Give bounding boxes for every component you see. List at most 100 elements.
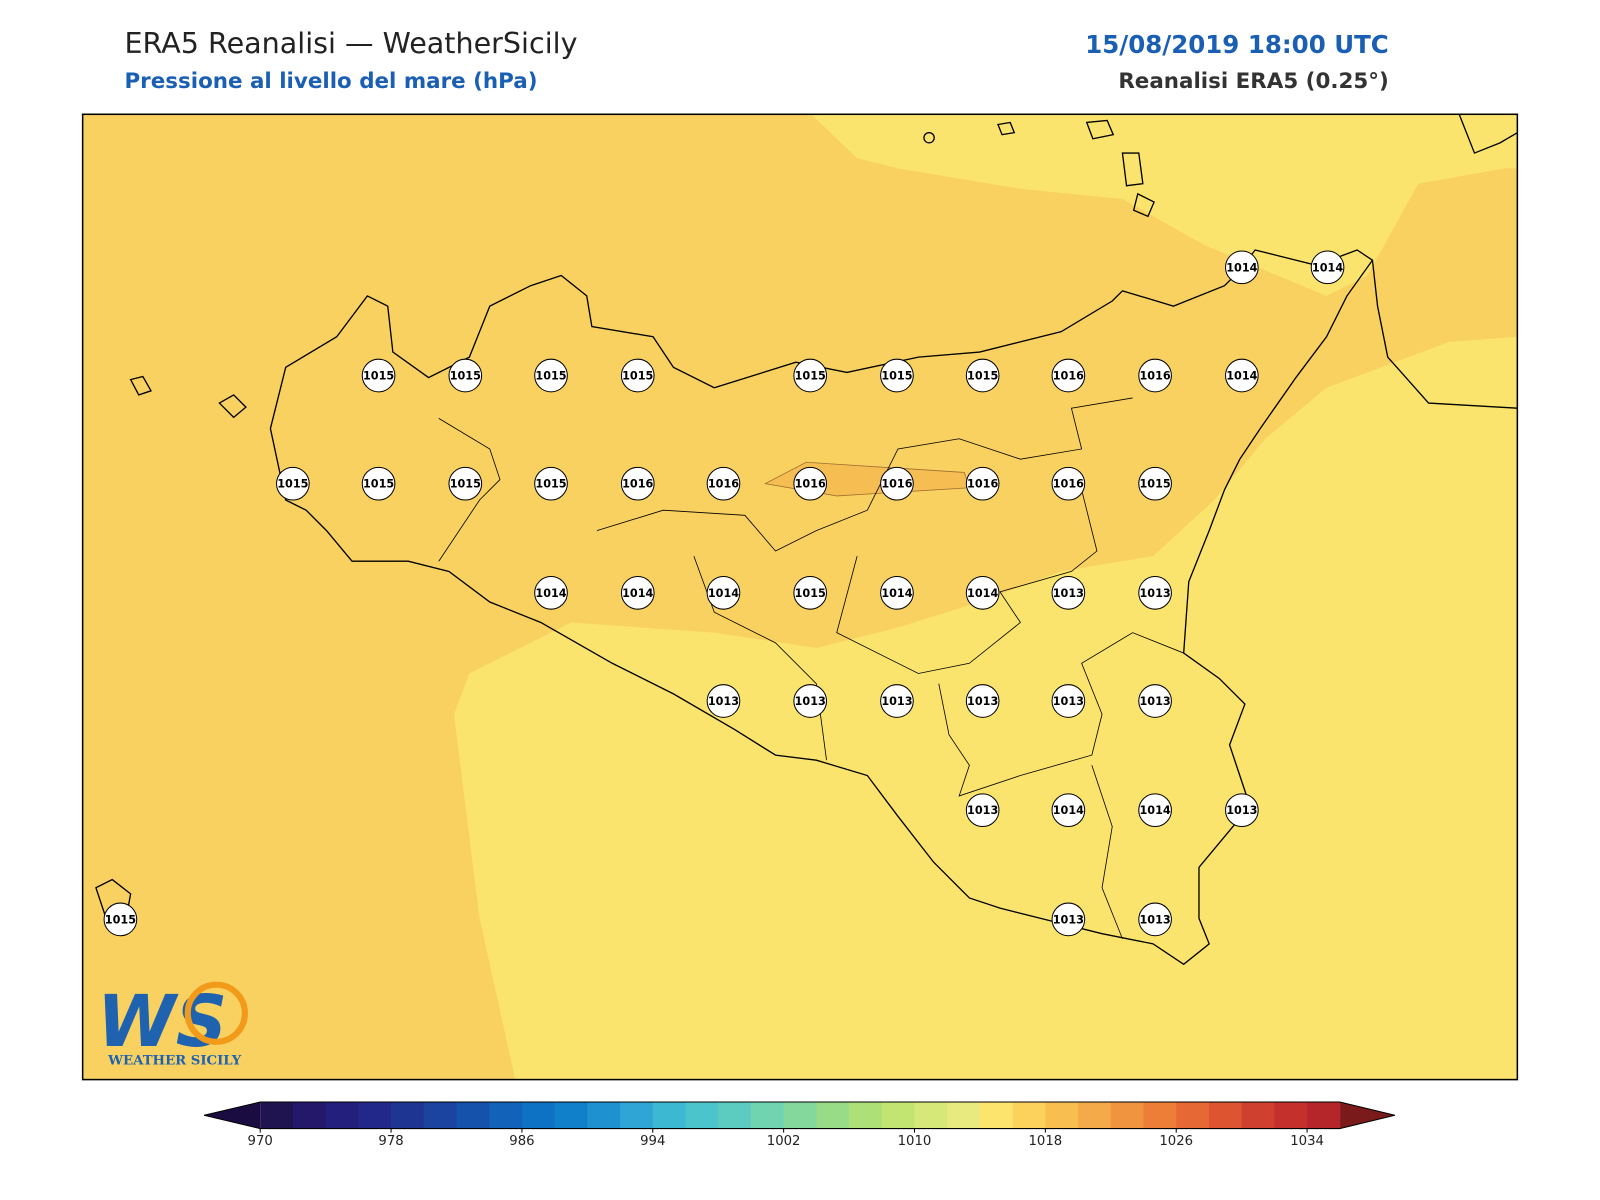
colorbar-segment: [652, 1102, 687, 1129]
station: 1015: [361, 358, 396, 393]
station: 1015: [448, 358, 483, 393]
station-marker: [880, 684, 914, 718]
station-label: 1015: [363, 370, 394, 383]
station: 1015: [361, 466, 396, 501]
colorbar-segment: [587, 1102, 621, 1129]
station: 1014: [534, 576, 568, 610]
station-marker: [534, 466, 568, 501]
datetime: 15/08/2019 18:00 UTC: [1085, 30, 1389, 59]
station-marker: [1051, 684, 1086, 718]
station: 1013: [1051, 902, 1086, 937]
colorbar-segment: [456, 1102, 490, 1129]
colorbar-tick-label: 1010: [898, 1134, 932, 1149]
station-label: 1014: [535, 587, 566, 600]
station: 1015: [1138, 466, 1172, 501]
station: 1013: [1051, 684, 1086, 718]
colorbar-over: [1339, 1102, 1395, 1129]
station-label: 1015: [795, 370, 826, 383]
colorbar-segment: [718, 1102, 752, 1129]
station-label: 1016: [1139, 370, 1170, 383]
station-label: 1014: [622, 587, 653, 600]
colorbar-segment: [947, 1102, 981, 1129]
station-label: 1015: [277, 478, 308, 491]
station-label: 1015: [622, 370, 653, 383]
station: 1013: [1138, 902, 1172, 937]
station-label: 1014: [1312, 261, 1343, 274]
station: 1014: [965, 576, 1000, 610]
colorbar-segment: [816, 1102, 850, 1129]
colorbar-tick-label: 994: [640, 1134, 665, 1149]
colorbar-tick-label: 970: [248, 1134, 273, 1149]
station-label: 1013: [1053, 695, 1084, 708]
station-marker: [706, 466, 741, 501]
station: 1013: [880, 684, 914, 718]
station: 1013: [965, 793, 1000, 828]
station-marker: [361, 358, 396, 393]
station-label: 1014: [967, 587, 998, 600]
station-marker: [1138, 902, 1172, 937]
colorbar-segment: [881, 1102, 916, 1129]
station-label: 1015: [363, 478, 394, 491]
station-label: 1013: [1139, 695, 1170, 708]
colorbar-segment: [620, 1102, 654, 1129]
station-label: 1015: [535, 370, 566, 383]
colorbar-segment: [391, 1102, 425, 1129]
colorbar-segment: [979, 1102, 1014, 1129]
colorbar-segment: [325, 1102, 359, 1129]
station-marker: [706, 576, 741, 610]
station-marker: [1051, 793, 1086, 828]
station-marker: [793, 684, 828, 718]
colorbar-segment: [914, 1102, 948, 1129]
station-label: 1014: [1139, 804, 1170, 817]
station-label: 1014: [1053, 804, 1084, 817]
colorbar-segment: [750, 1102, 785, 1129]
station: 1016: [1051, 358, 1086, 393]
station-marker: [793, 466, 828, 501]
station: 1013: [793, 684, 828, 718]
station-label: 1013: [1053, 913, 1084, 926]
station: 1015: [793, 576, 828, 610]
station: 1015: [534, 466, 568, 501]
station-label: 1015: [881, 370, 912, 383]
station-marker: [1051, 576, 1086, 610]
station: 1015: [103, 902, 138, 937]
station: 1016: [1138, 358, 1172, 393]
station: 1015: [965, 358, 1000, 393]
station-label: 1016: [1053, 478, 1084, 491]
station-label: 1016: [881, 478, 912, 491]
logo-sun: [184, 981, 248, 1045]
station-marker: [965, 466, 1000, 501]
colorbar-segment: [1208, 1102, 1243, 1129]
colorbar-segment: [423, 1102, 458, 1129]
station: 1016: [1051, 466, 1086, 501]
logo-mark: WS: [97, 980, 227, 1063]
station-marker: [276, 466, 310, 501]
station-marker: [880, 358, 914, 393]
station-marker: [1138, 358, 1172, 393]
station: 1015: [620, 358, 655, 393]
logo-text: WEATHER SICILY: [107, 1053, 242, 1068]
colorbar-tick-label: 1026: [1159, 1134, 1193, 1149]
station-marker: [1225, 250, 1259, 285]
colorbar-segment: [292, 1102, 327, 1129]
map: 1014 1014 1015 1015 1015 1015 1015 1015 1015 1016…: [81, 113, 1519, 1081]
station-label: 1014: [1226, 370, 1257, 383]
colorbar: 970 978 986 994 1002 1010 1018 1026 1034: [203, 1101, 1396, 1149]
station-label: 1014: [1226, 261, 1257, 274]
station-marker: [880, 466, 914, 501]
station: 1013: [965, 684, 1000, 718]
station-marker: [1051, 902, 1086, 937]
station-label: 1013: [708, 695, 739, 708]
colorbar-segment: [1143, 1102, 1177, 1129]
station-marker: [534, 576, 568, 610]
station-marker: [793, 358, 828, 393]
colorbar-segment: [1241, 1102, 1275, 1129]
station-label: 1013: [967, 695, 998, 708]
station-marker: [965, 576, 1000, 610]
station-label: 1013: [795, 695, 826, 708]
station-marker: [1138, 684, 1172, 718]
colorbar-tick-label: 978: [378, 1134, 403, 1149]
colorbar-segment: [1307, 1102, 1341, 1129]
station-marker: [1138, 466, 1172, 501]
